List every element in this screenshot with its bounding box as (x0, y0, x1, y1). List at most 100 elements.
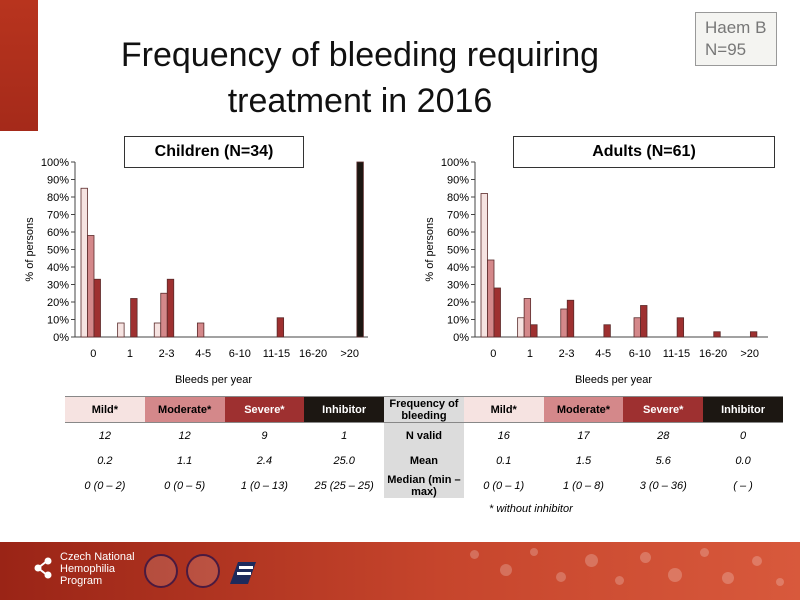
table-cell: 3 (0 – 36) (639, 479, 687, 492)
adults-y-tick-label: 90% (447, 175, 469, 187)
decorative-dot (752, 556, 762, 566)
summary-table: Mild* Moderate* Severe* Inhibitor Freque… (65, 396, 783, 498)
header-children-mild: Mild* (65, 396, 145, 423)
header-adults-severe: Severe* (623, 396, 704, 423)
table-cell: 25 (25 – 25) (314, 479, 374, 492)
table-cell: 17 (577, 429, 590, 442)
children-bar-moderate-0 (87, 235, 95, 338)
children-bar-chart: 0% 10% 20% 30% 40% 50% 60% 70% 80% 90% 100% 0 1 2-3 4-… (24, 157, 368, 386)
table-cell: 0 (740, 429, 747, 442)
adults-bar-severe-4 (640, 305, 648, 338)
table-cell: 0.0 (735, 454, 751, 467)
adults-bar-mild-1 (517, 317, 525, 338)
row-label: Median (min – max) (384, 473, 464, 498)
adults-x-tick-label: 6-10 (629, 348, 651, 360)
decorative-dot (530, 548, 538, 556)
adults-bar-severe-5 (676, 317, 685, 338)
header-adults-mild: Mild* (463, 396, 544, 423)
children-x-tick-label: 1 (127, 348, 133, 360)
children-x-tick-label: 0 (90, 348, 96, 360)
decorative-dot (700, 548, 709, 557)
adults-y-tick-label: 0% (453, 332, 469, 344)
table-cell: 1 (341, 429, 348, 442)
children-x-tick-label: 11-15 (263, 348, 290, 360)
cohort-badge-line-1: Haem B (705, 18, 767, 37)
decorative-dot (556, 572, 566, 582)
society-seal-icon (186, 554, 220, 588)
adults-bar-moderate-2 (560, 308, 568, 338)
adults-bar-severe-0 (493, 287, 501, 338)
table-cell: 0 (0 – 1) (483, 479, 525, 492)
table-row-n-valid: 12 12 9 1 N valid 16 17 28 0 (65, 422, 783, 448)
children-y-tick-label: 30% (47, 280, 69, 292)
table-cell: 0 (0 – 2) (84, 479, 126, 492)
children-y-tick-label: 0% (53, 332, 69, 344)
adults-bar-severe-3 (603, 324, 611, 338)
row-label: N valid (384, 422, 464, 448)
children-y-tick-label: 40% (47, 262, 69, 274)
children-y-tick-label: 60% (47, 227, 69, 239)
header-children-severe: Severe* (224, 396, 305, 423)
table-cell: 2.4 (256, 454, 273, 467)
adults-bar-severe-6 (713, 331, 721, 338)
adults-y-tick-label: 20% (447, 297, 469, 309)
adults-chart-title: Adults (N=61) (513, 136, 775, 168)
children-x-tick-label: 2-3 (159, 348, 175, 360)
children-x-tick-label: 6-10 (229, 348, 251, 360)
decorative-dot (776, 578, 784, 586)
adults-y-tick-label: 100% (441, 157, 469, 169)
network-logo-icon (34, 557, 52, 579)
children-y-tick-label: 70% (47, 210, 69, 222)
adults-y-tick-label: 70% (447, 210, 469, 222)
summary-table-header: Mild* Moderate* Severe* Inhibitor Freque… (65, 396, 783, 423)
adults-bar-severe-7 (749, 331, 758, 338)
table-cell: 12 (178, 429, 191, 442)
decorative-dot (615, 576, 624, 585)
table-cell: 0.1 (496, 454, 512, 467)
organization-name-line-1: Czech National (60, 551, 135, 563)
children-x-tick-label: >20 (340, 348, 359, 360)
children-y-tick-label: 20% (47, 297, 69, 309)
cohort-badge-line-2: N=95 (705, 40, 747, 59)
children-y-tick-label: 90% (47, 175, 69, 187)
slide-title-line-1: Frequency of bleeding requiring (120, 36, 600, 74)
children-chart-title: Children (N=34) (124, 136, 304, 168)
adults-y-tick-label: 10% (447, 315, 469, 327)
children-bar-mild-0 (80, 187, 88, 338)
table-cell: 1 (0 – 8) (562, 479, 604, 492)
table-cell: ( – ) (733, 479, 753, 492)
footnote: * without inhibitor (489, 503, 573, 515)
children-y-tick-label: 80% (47, 192, 69, 204)
children-x-tick-label: 16-20 (299, 348, 327, 360)
adults-bar-moderate-4 (633, 317, 641, 338)
children-bar-severe-0 (93, 278, 101, 338)
decorative-dot (640, 552, 651, 563)
table-cell: 1.1 (177, 454, 193, 467)
decorative-left-bar (0, 0, 38, 131)
children-bar-severe-1 (130, 298, 138, 338)
row-label: Mean (384, 448, 464, 473)
adults-x-tick-label: 0 (490, 348, 496, 360)
adults-x-tick-label: >20 (740, 348, 759, 360)
organization-name-line-3: Program (60, 575, 103, 587)
header-children-moderate: Moderate* (144, 396, 225, 423)
adults-y-tick-label: 80% (447, 192, 469, 204)
adults-bar-moderate-1 (523, 298, 532, 338)
table-row-mean: 0.2 1.1 2.4 25.0 Mean 0.1 1.5 5.6 0.0 (65, 448, 783, 473)
decorative-dot (585, 554, 598, 567)
adults-y-tick-label: 60% (447, 227, 469, 239)
table-cell: 25.0 (333, 454, 355, 467)
children-bar-severe-5 (276, 317, 285, 338)
table-cell: 1.5 (575, 454, 592, 467)
slide-title: Frequency of bleeding requiring treatmen… (60, 32, 660, 124)
table-cell: 0 (0 – 5) (164, 479, 206, 492)
table-row-median: 0 (0 – 2) 0 (0 – 5) 1 (0 – 13) 25 (25 – … (65, 473, 783, 498)
children-bar-mild-1 (117, 322, 125, 338)
children-y-axis-label: % of persons (24, 217, 36, 282)
adults-bar-severe-1 (530, 324, 538, 338)
table-cell: 0.2 (97, 454, 113, 467)
adults-x-tick-label: 11-15 (663, 348, 690, 360)
adults-x-tick-label: 4-5 (595, 348, 611, 360)
adults-x-tick-label: 16-20 (699, 348, 727, 360)
header-adults-moderate: Moderate* (543, 396, 624, 423)
